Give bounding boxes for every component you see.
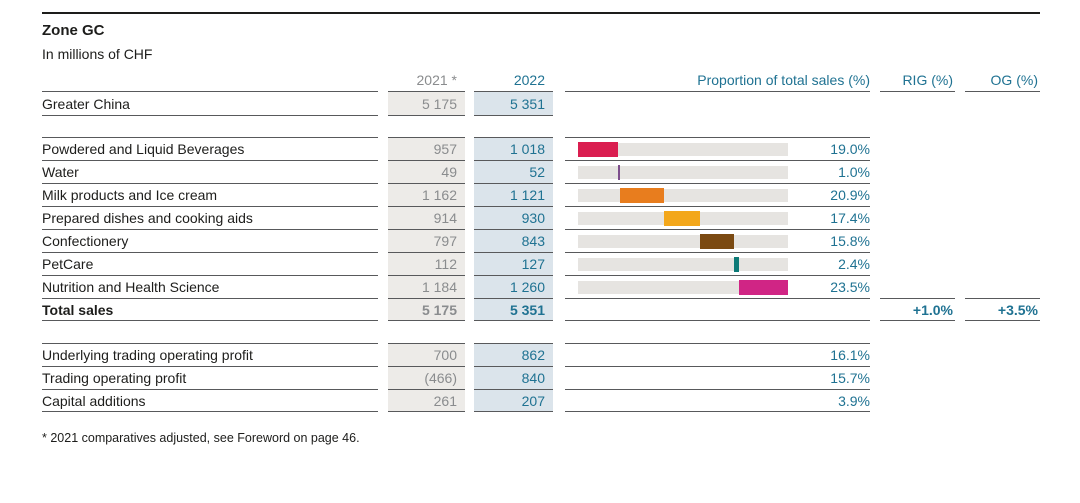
col-header-2021: 2021 * [388,65,465,92]
value-2022: 840 [474,366,553,389]
proportion-value: 23.5% [830,279,870,295]
table-header-row: 2021 * 2022 Proportion of total sales (%… [42,65,1040,92]
proportion-bar-segment [738,280,788,295]
proportion-bar-track [578,235,788,248]
table-row-confectionery: Confectionery 797 843 15.8% [42,229,1040,252]
value-2022: 1 121 [474,183,553,206]
header-label-spacer [42,65,378,92]
value-2021: 700 [388,343,465,366]
proportion-value: 15.7% [565,366,870,389]
value-2021: (466) [388,366,465,389]
row-label: Capital additions [42,389,378,412]
value-2021: 1 184 [388,275,465,298]
col-header-proportion: Proportion of total sales (%) [565,65,870,92]
og-value: +3.5% [965,298,1040,321]
table-row-nutrition-health-science: Nutrition and Health Science 1 184 1 260… [42,275,1040,298]
proportion-bar-track [578,258,788,271]
value-2021: 5 175 [388,92,465,116]
proportion-value: 2.4% [838,256,870,272]
row-label: Nutrition and Health Science [42,275,378,298]
proportion-value: 16.1% [565,343,870,366]
summary-row-greater-china: Greater China 5 175 5 351 [42,92,1040,116]
proportion-bar-segment [617,165,620,180]
units-label: In millions of CHF [42,46,153,62]
proportion-bar-segment [578,142,618,157]
table-row-milk-products-ice-cream: Milk products and Ice cream 1 162 1 121 … [42,183,1040,206]
table-row-powdered-liquid-beverages: Powdered and Liquid Beverages 957 1 018 … [42,137,1040,160]
col-header-rig: RIG (%) [880,65,955,92]
value-2021: 112 [388,252,465,275]
value-2022: 127 [474,252,553,275]
value-2022: 862 [474,343,553,366]
table-row-capital-additions: Capital additions 261 207 3.9% [42,389,1040,412]
top-rule [42,12,1040,14]
row-label: Prepared dishes and cooking aids [42,206,378,229]
value-2022: 1 260 [474,275,553,298]
proportion-value: 15.8% [830,233,870,249]
proportion-value: 3.9% [565,389,870,412]
value-2021: 261 [388,389,465,412]
row-label: Milk products and Ice cream [42,183,378,206]
value-2022: 1 018 [474,137,553,160]
value-2022: 930 [474,206,553,229]
value-2021: 914 [388,206,465,229]
proportion-bar-segment [700,234,734,249]
value-2022: 5 351 [474,92,553,116]
proportion-bar-segment [620,188,664,203]
proportion-bar-track [578,189,788,202]
value-2022: 52 [474,160,553,183]
row-label: Underlying trading operating profit [42,343,378,366]
col-header-og: OG (%) [965,65,1040,92]
row-label: Powdered and Liquid Beverages [42,137,378,160]
table-row-trading-operating-profit: Trading operating profit (466) 840 15.7% [42,366,1040,389]
table-row-water: Water 49 52 1.0% [42,160,1040,183]
row-label: Water [42,160,378,183]
value-2022: 207 [474,389,553,412]
rig-value: +1.0% [880,298,955,321]
proportion-bar-segment [663,211,701,226]
value-2021: 957 [388,137,465,160]
row-label: Total sales [42,298,378,321]
proportion-value: 20.9% [830,187,870,203]
value-2022: 5 351 [474,298,553,321]
row-label: Confectionery [42,229,378,252]
proportion-value: 17.4% [830,210,870,226]
proportion-value: 19.0% [830,141,870,157]
proportion-bar-segment [733,257,739,272]
value-2022: 843 [474,229,553,252]
proportion-bar-track [578,281,788,294]
table-row-prepared-dishes-cooking-aids: Prepared dishes and cooking aids 914 930… [42,206,1040,229]
proportion-bar-track [578,143,788,156]
table-row-total-sales: Total sales 5 175 5 351 +1.0% +3.5% [42,298,1040,321]
row-label: Greater China [42,92,378,116]
value-2021: 49 [388,160,465,183]
proportion-value: 1.0% [838,164,870,180]
page-title: Zone GC [42,22,105,39]
proportion-bar-track [578,166,788,179]
row-label: Trading operating profit [42,366,378,389]
footnote: * 2021 comparatives adjusted, see Forewo… [42,431,360,445]
value-2021: 797 [388,229,465,252]
row-label: PetCare [42,252,378,275]
value-2021: 5 175 [388,298,465,321]
table-row-petcare: PetCare 112 127 2.4% [42,252,1040,275]
value-2021: 1 162 [388,183,465,206]
col-header-2022: 2022 [474,65,553,92]
table-row-underlying-trading-operating-profit: Underlying trading operating profit 700 … [42,343,1040,366]
